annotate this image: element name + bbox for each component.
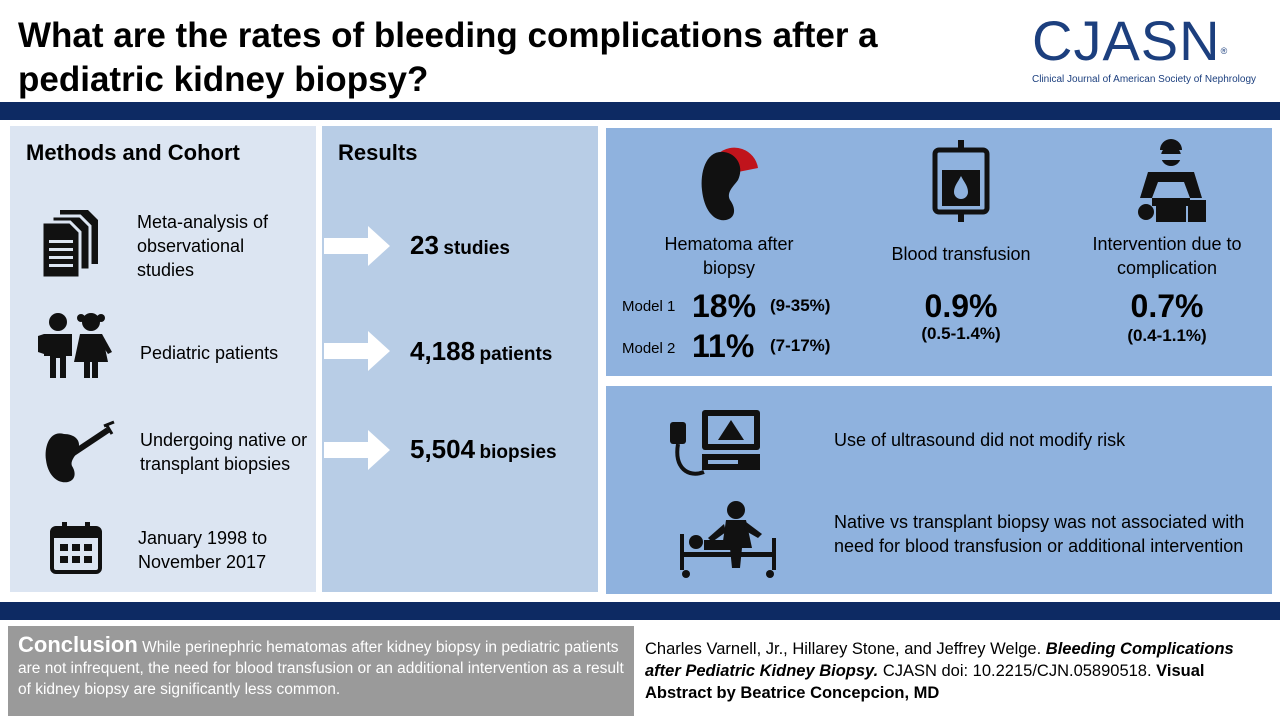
- citation-credit: Visual Abstract by Beatrice Concepcion, …: [645, 662, 1205, 702]
- top-divider-bar: [0, 102, 1280, 120]
- page-title: What are the rates of bleeding complicat…: [18, 16, 878, 99]
- ultrasound-icon: [668, 408, 762, 480]
- blood-bag-icon: [932, 140, 990, 222]
- surgeon-icon: [1134, 138, 1208, 224]
- transfusion-label: Blood transfusion: [891, 244, 1031, 264]
- transfusion-pct: 0.9%: [924, 288, 998, 324]
- citation-doi: CJASN doi: 10.2215/CJN.05890518.: [882, 662, 1152, 680]
- intervention-ci: (0.4-1.1%): [1127, 326, 1207, 345]
- intervention-pct: 0.7%: [1130, 288, 1204, 324]
- intervention-label: Intervention due to complication: [1092, 234, 1242, 278]
- hematoma-model-2-pct: 11%: [692, 328, 755, 364]
- transfusion-ci: (0.5-1.4%): [921, 324, 1001, 343]
- hematoma-model-1-pct: 18%: [692, 288, 757, 324]
- result-number: 4,188: [410, 336, 476, 366]
- ultrasound-note: Use of ultrasound did not modify risk: [834, 430, 1126, 450]
- bottom-divider-bar: [0, 602, 1280, 620]
- cjasn-logo: CJASN® Clinical Journal of American Soci…: [1032, 10, 1268, 92]
- logo-subtitle: Clinical Journal of American Society of …: [1032, 74, 1256, 85]
- methods-item-text: Pediatric patients: [140, 343, 279, 363]
- notes-panel: Use of ultrasound did not modify risk Na…: [606, 386, 1272, 594]
- citation-authors: Charles Varnell, Jr., Hillarey Stone, an…: [645, 640, 1042, 658]
- methods-heading: Methods and Cohort: [26, 140, 240, 165]
- documents-icon: [40, 208, 100, 280]
- native-vs-transplant-note: Native vs transplant biopsy was not asso…: [834, 512, 1245, 556]
- kidney-needle-icon: [42, 420, 118, 486]
- result-patients: 4,188 patients: [410, 336, 552, 367]
- model-label: Model 1: [622, 298, 676, 315]
- arrow-icon: [324, 226, 390, 266]
- model-label: Model 2: [622, 340, 676, 357]
- citation-article-title: Bleeding Complications after Pediatric K…: [645, 640, 1234, 680]
- methods-panel: Methods and Cohort Meta-analysis of obse…: [10, 126, 316, 592]
- results-heading: Results: [338, 140, 418, 165]
- result-biopsies: 5,504 biopsies: [410, 434, 557, 465]
- logo-registered-mark: ®: [1220, 46, 1229, 56]
- conclusion-text: While perinephric hematomas after kidney…: [18, 639, 624, 698]
- methods-item-text: Meta-analysis of observational studies: [137, 212, 269, 280]
- hospital-bed-icon: [678, 498, 782, 580]
- calendar-icon: [50, 522, 102, 574]
- hematoma-model-1-ci: (9-35%): [770, 296, 831, 315]
- logo-text: CJASN: [1032, 9, 1221, 72]
- arrow-icon: [324, 331, 390, 371]
- hematoma-model-2-ci: (7-17%): [770, 336, 831, 355]
- result-number: 23: [410, 230, 439, 260]
- conclusion-heading: Conclusion: [18, 632, 138, 657]
- result-unit: biopsies: [479, 442, 557, 463]
- result-unit: studies: [443, 238, 510, 259]
- citation: Charles Varnell, Jr., Hillarey Stone, an…: [645, 638, 1270, 704]
- stats-panel: Hematoma after biopsy Model 1 18% (9-35%…: [606, 128, 1272, 376]
- result-studies: 23 studies: [410, 230, 510, 261]
- result-number: 5,504: [410, 434, 476, 464]
- conclusion-box: Conclusion While perinephric hematomas a…: [8, 626, 634, 716]
- methods-item-text: January 1998 to November 2017: [138, 528, 268, 572]
- result-unit: patients: [479, 344, 553, 365]
- children-icon: [36, 312, 114, 378]
- kidney-hematoma-icon: [698, 140, 762, 222]
- results-panel: Results 23 studies 4,188 patients 5,504 …: [322, 126, 598, 592]
- arrow-icon: [324, 430, 390, 470]
- methods-item-text: Undergoing native or transplant biopsies: [140, 430, 308, 474]
- hematoma-label: Hematoma after biopsy: [664, 234, 794, 278]
